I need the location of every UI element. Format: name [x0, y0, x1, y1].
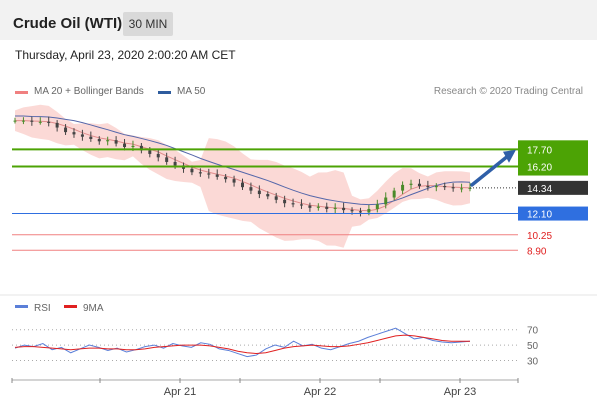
rsi-legend-swatch	[15, 305, 28, 308]
timestamp: Thursday, April 23, 2020 2:00:20 AM CET	[15, 48, 236, 62]
candle-body	[299, 204, 303, 206]
candle-body	[367, 208, 371, 213]
candle-body	[460, 188, 464, 190]
research-credit: Research © 2020 Trading Central	[433, 86, 583, 97]
candle-body	[266, 194, 270, 197]
candle-body	[384, 197, 388, 205]
candle-body	[224, 176, 228, 180]
candle-body	[426, 186, 430, 188]
candle-body	[249, 187, 253, 191]
rsi-tick-label: 30	[527, 356, 539, 367]
rsi-ma-legend-swatch	[64, 305, 77, 308]
support-tag	[518, 206, 588, 221]
candle-body	[131, 145, 135, 148]
candle-body	[316, 206, 320, 208]
candle-body	[232, 179, 236, 183]
time-tick-label: Apr 23	[444, 386, 476, 398]
candle-body	[47, 121, 51, 123]
candle-body	[417, 183, 421, 187]
candle-body	[409, 183, 413, 185]
pivot-label-2: 8.90	[527, 246, 547, 257]
resistance-tag	[518, 140, 588, 176]
rsi-tick-label: 70	[527, 326, 539, 337]
ma50-line	[15, 115, 471, 206]
candle-body	[173, 161, 177, 166]
candle-body	[375, 204, 379, 209]
rsi-legend-label: RSI	[34, 303, 51, 314]
candle-body	[283, 199, 287, 204]
current-price-tag	[518, 180, 588, 195]
resistance-label-2: 16.20	[527, 163, 552, 174]
rsi-line	[14, 327, 471, 358]
candle-body	[443, 186, 447, 188]
candle-body	[106, 140, 110, 142]
candle-body	[139, 145, 143, 151]
rsi-tick-label: 50	[527, 341, 539, 352]
candle-body	[97, 139, 101, 142]
rsi-ma-legend-label: 9MA	[83, 303, 104, 314]
rsi-ma-line	[14, 334, 470, 355]
timeframe-badge[interactable]: 30 MIN	[123, 12, 173, 36]
ma-bb-legend-swatch	[15, 91, 28, 94]
candle-body	[358, 211, 362, 213]
chart-header	[0, 0, 597, 40]
time-tick-label: Apr 21	[164, 386, 196, 398]
candle-body	[215, 174, 219, 177]
time-tick-label: Apr 22	[304, 386, 336, 398]
candle-body	[207, 173, 211, 175]
candle-body	[333, 207, 337, 209]
candle-body	[274, 196, 278, 200]
support-label: 12.10	[527, 210, 552, 221]
candle-body	[308, 205, 312, 208]
resistance-label-1: 17.70	[527, 145, 552, 156]
candle-body	[342, 207, 346, 211]
ma50-legend-swatch	[158, 91, 171, 94]
candle-body	[257, 190, 261, 195]
candle-body	[21, 120, 25, 122]
candle-body	[291, 203, 295, 205]
candle-body	[114, 140, 118, 144]
candle-body	[123, 143, 127, 148]
ma-bb-legend-label: MA 20 + Bollinger Bands	[34, 86, 144, 97]
candle-body	[13, 120, 17, 122]
candle-body	[392, 190, 396, 198]
candle-body	[325, 206, 329, 209]
candle-body	[451, 187, 455, 189]
candle-body	[434, 186, 438, 188]
candle-body	[165, 157, 169, 162]
candle-body	[55, 122, 59, 128]
candle-body	[38, 121, 42, 123]
candle-body	[401, 184, 405, 191]
candle-body	[64, 127, 68, 133]
candle-body	[198, 172, 202, 174]
candle-body	[156, 153, 160, 158]
pivot-label-1: 10.25	[527, 231, 552, 242]
candle-body	[80, 134, 84, 137]
candle-body	[148, 150, 152, 154]
candle-body	[72, 132, 76, 135]
candle-body	[241, 182, 244, 188]
candle-body	[190, 168, 194, 173]
current-price-label: 14.34	[527, 184, 552, 195]
ma50-legend-label: MA 50	[177, 86, 206, 97]
forecast-arrow-shaft	[470, 155, 509, 187]
candle-body	[350, 210, 354, 212]
candle-body	[89, 136, 93, 139]
candle-body	[30, 120, 34, 122]
forecast-arrow-head	[503, 149, 516, 163]
instrument-title: Crude Oil (WTI)	[13, 15, 123, 32]
bollinger-band	[15, 104, 470, 248]
